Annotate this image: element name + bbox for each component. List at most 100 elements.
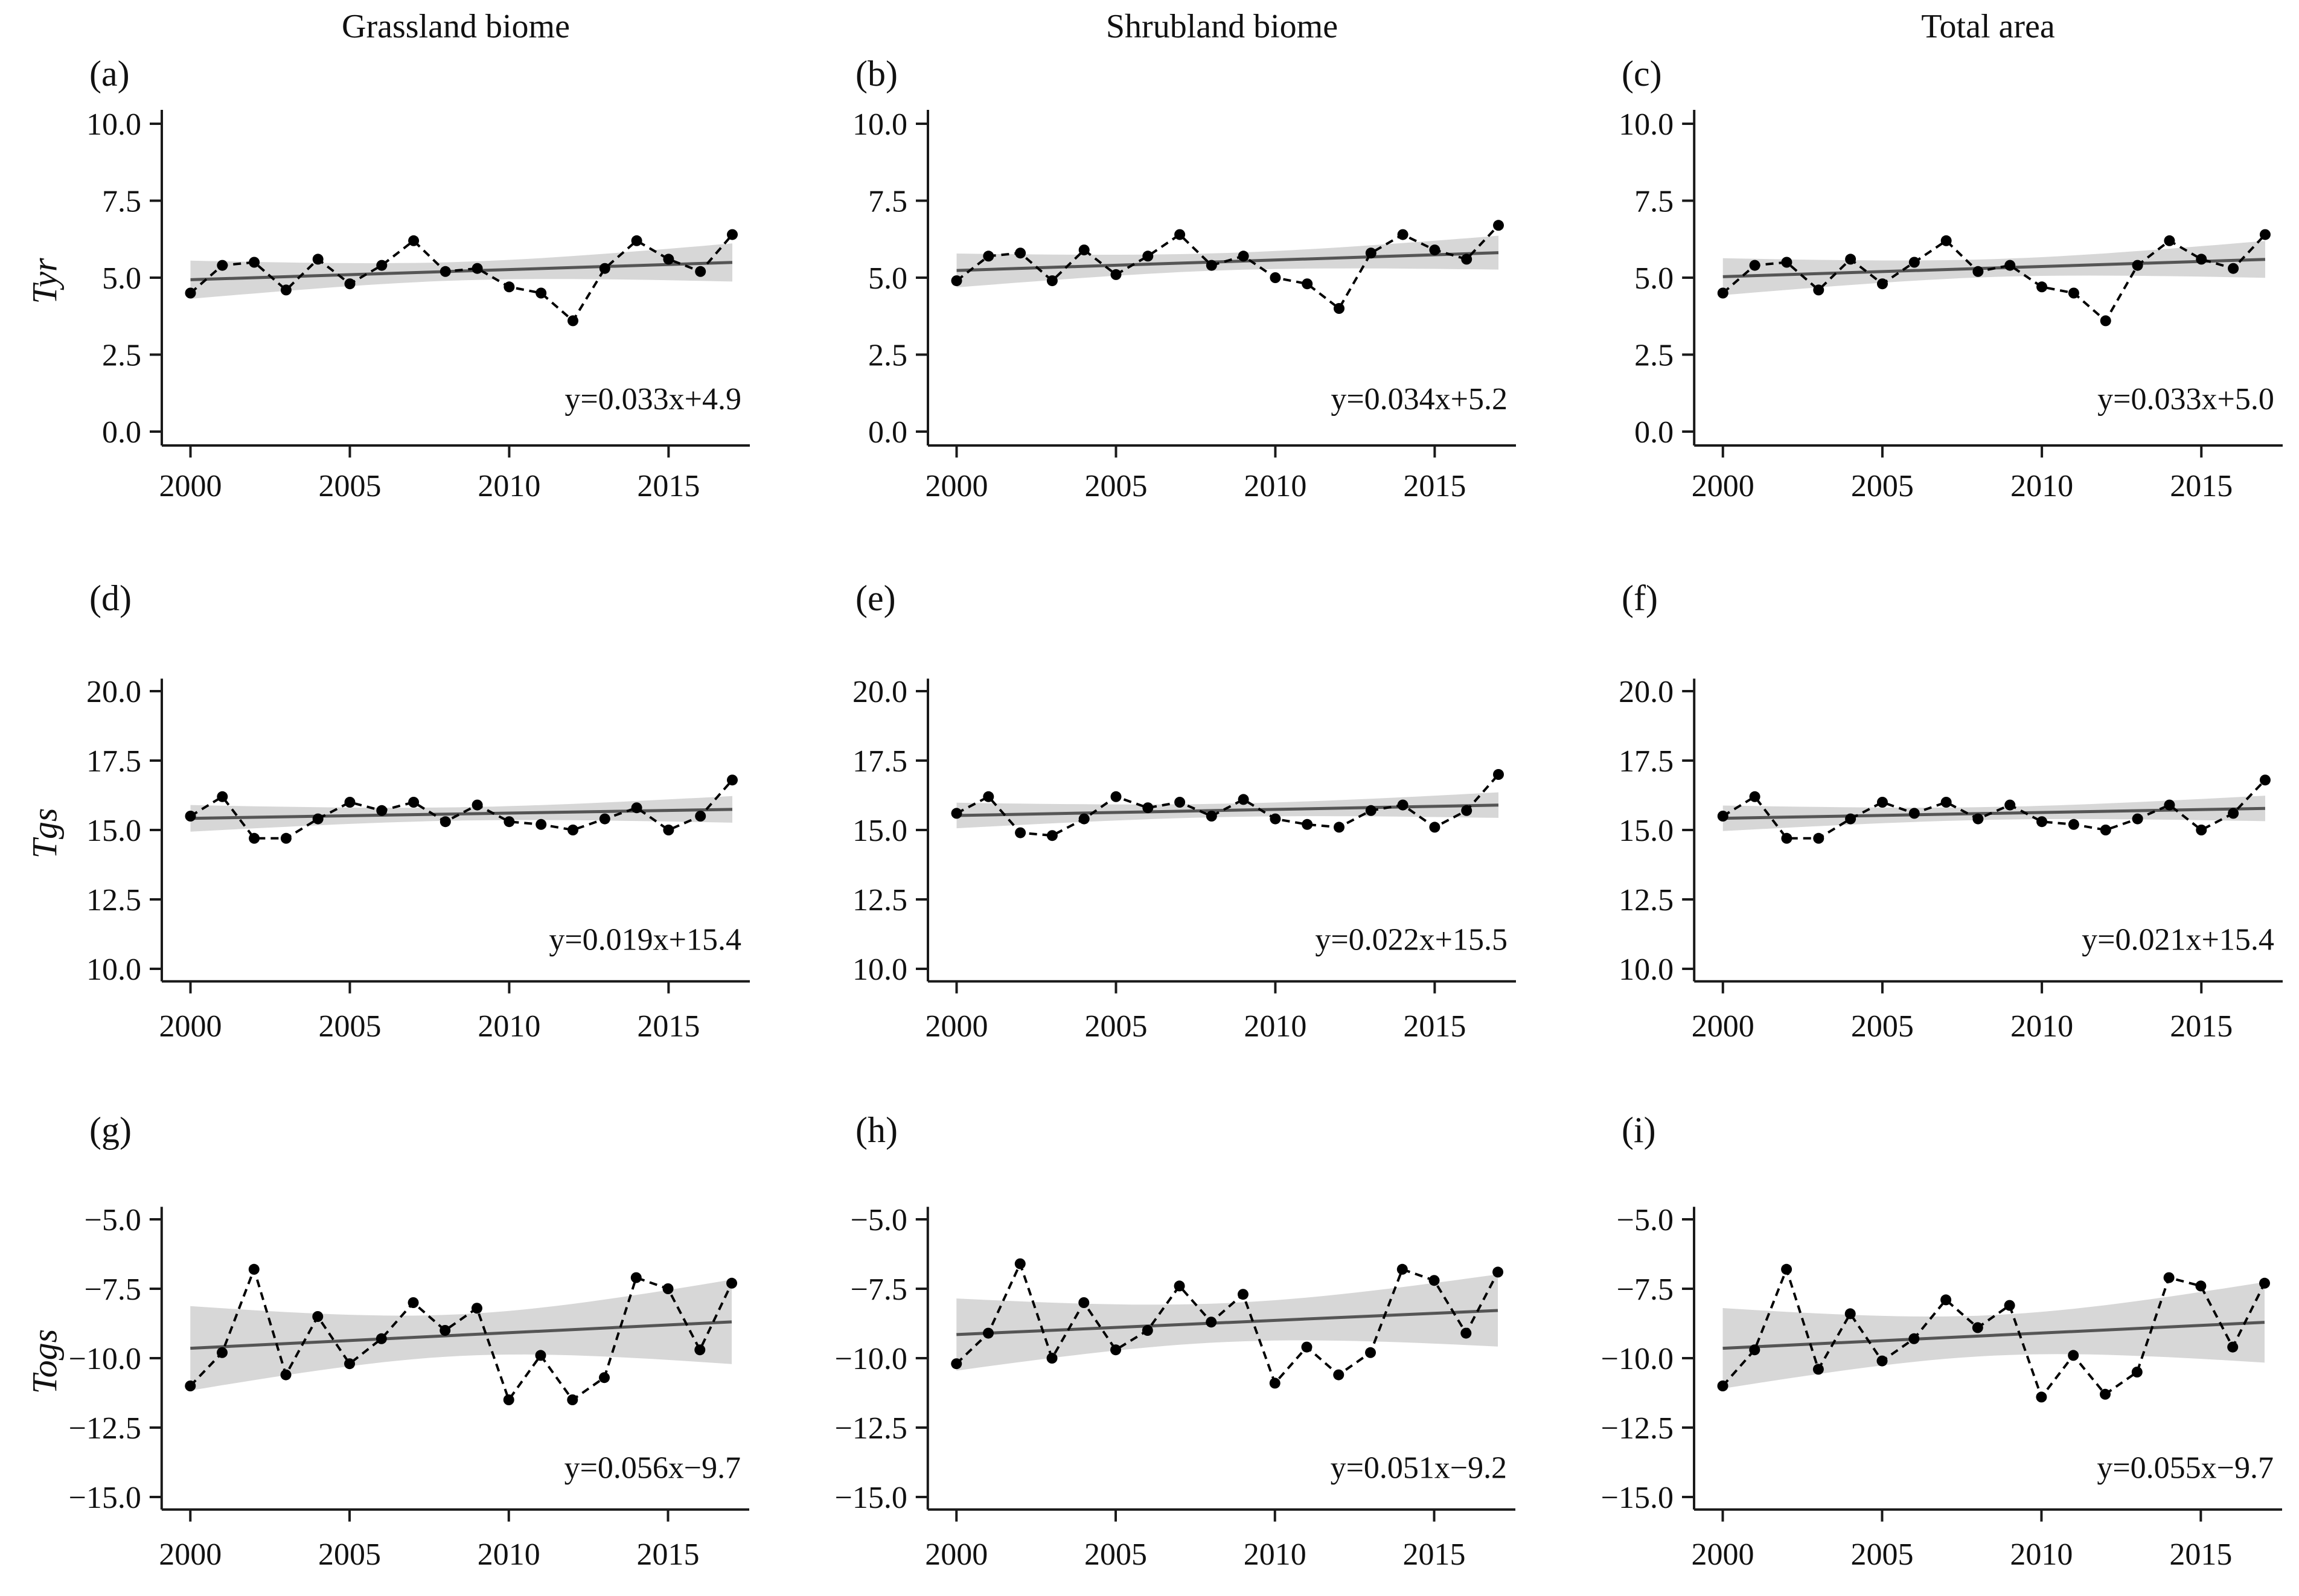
data-points: [185, 229, 738, 327]
y-tick-label: 10.0: [86, 107, 141, 142]
regression-equation: y=0.019x+15.4: [549, 923, 741, 957]
x-tick-label: 2000: [925, 1537, 988, 1572]
y-tick-label: −15.0: [1601, 1481, 1674, 1515]
trend-line: [956, 803, 1499, 817]
plot-togs-total: −5.0 −7.5 −10.0 −12.5 −15.0 2000 2005 2010 2015 y…: [1601, 1203, 2282, 1572]
axes: −5.0 −7.5 −10.0 −12.5 −15.0 2000 2005 2010 2015: [835, 1203, 1516, 1572]
y-tick-label: −15.0: [835, 1481, 907, 1515]
x-tick-label: 2010: [1244, 469, 1306, 503]
x-tick-label: 2015: [1403, 1009, 1466, 1044]
plot-tyr-total: 10.0 7.5 5.0 2.5 0.0 2000 2005 2010 2015 y=0.033x…: [1619, 107, 2283, 503]
y-tick-label: 15.0: [1619, 814, 1674, 848]
panel-letter-g: (g): [89, 1110, 132, 1150]
y-tick-label: 2.5: [868, 339, 907, 373]
axes: −5.0 −7.5 −10.0 −12.5 −15.0 2000 2005 2010 2015: [69, 1203, 750, 1572]
regression-equation: y=0.055x−9.7: [2097, 1451, 2274, 1486]
x-tick-label: 2015: [1403, 1537, 1466, 1572]
y-tick-label: 12.5: [852, 883, 907, 918]
x-tick-label: 2000: [1692, 469, 1754, 503]
data-series-line: [1722, 779, 2266, 840]
y-tick-label: 5.0: [1634, 261, 1674, 296]
y-tick-label: 7.5: [868, 185, 907, 219]
y-tick-label: 17.5: [1619, 744, 1674, 779]
y-tick-label: 12.5: [86, 883, 141, 918]
y-tick-label: 12.5: [1619, 883, 1674, 918]
panel-letter-i: (i): [1622, 1110, 1656, 1150]
axes: 10.0 7.5 5.0 2.5 0.0 2000 2005 2010 2015: [86, 107, 750, 503]
plot-tgs-shrubland: 20.0 17.5 15.0 12.5 10.0 2000 2005 2010 2015 y=0.…: [852, 675, 1516, 1044]
panel-letter-f: (f): [1622, 578, 1658, 618]
y-tick-label: 2.5: [102, 339, 141, 373]
axes: 20.0 17.5 15.0 12.5 10.0 2000 2005 2010 2015: [86, 675, 750, 1044]
y-tick-label: −15.0: [69, 1481, 141, 1515]
column-title-grassland: Grassland biome: [342, 8, 570, 45]
data-points: [185, 1263, 738, 1405]
x-tick-label: 2000: [159, 1009, 222, 1044]
y-tick-label: −12.5: [835, 1411, 907, 1446]
x-tick-label: 2005: [1851, 469, 1914, 503]
panel-i-togs-total: (i) −5.0 −7.5 −10.0 −12.5 −15.0 2000 2005 2010 2…: [1532, 1080, 2299, 1596]
x-tick-label: 2000: [1692, 1009, 1754, 1044]
panel-letter-a: (a): [89, 54, 130, 94]
y-tick-label: 20.0: [852, 675, 907, 709]
trend-line: [956, 1309, 1498, 1336]
y-tick-label: −5.0: [85, 1203, 141, 1237]
y-tick-label: 17.5: [86, 744, 141, 779]
panel-h-togs-shrubland: (h) −5.0 −7.5 −10.0 −12.5 −15.0 2000 2005 2010 2…: [766, 1080, 1532, 1596]
x-tick-label: 2000: [159, 469, 222, 503]
x-tick-label: 2000: [926, 469, 988, 503]
y-tick-label: 10.0: [86, 953, 141, 987]
data-points: [1717, 774, 2271, 844]
data-series-line: [1722, 234, 2266, 323]
x-tick-label: 2015: [1403, 469, 1466, 503]
panel-letter-d: (d): [89, 578, 132, 618]
trend-line: [1722, 1321, 2265, 1350]
y-tick-label: −10.0: [69, 1342, 141, 1376]
plot-togs-shrubland: −5.0 −7.5 −10.0 −12.5 −15.0 2000 2005 2010 2015 y…: [835, 1203, 1516, 1572]
y-tick-label: 7.5: [102, 185, 141, 219]
data-points: [951, 220, 1504, 314]
y-tick-label: 10.0: [852, 107, 907, 142]
x-tick-label: 2005: [318, 1537, 381, 1572]
column-title-total-area: Total area: [1921, 8, 2055, 45]
plot-tyr-shrubland: 10.0 7.5 5.0 2.5 0.0 2000 2005 2010 2015 y=0.034x…: [852, 107, 1516, 503]
data-series-line: [190, 234, 734, 323]
regression-equation: y=0.021x+15.4: [2082, 923, 2274, 957]
data-points: [951, 769, 1504, 841]
y-tick-label: 0.0: [102, 415, 141, 450]
x-tick-label: 2015: [2169, 1537, 2232, 1572]
x-tick-label: 2015: [637, 1009, 700, 1044]
x-tick-label: 2010: [2010, 469, 2073, 503]
y-tick-label: 20.0: [86, 675, 141, 709]
y-tick-label: −12.5: [69, 1411, 141, 1446]
panel-e-tgs-shrubland: (e) 20.0 17.5 15.0 12.5 10.0 2000 2005 2010 2015…: [766, 546, 1532, 1080]
y-tick-label: −12.5: [1601, 1411, 1674, 1446]
data-points: [1717, 229, 2271, 327]
data-series-line: [1722, 1265, 2266, 1400]
panel-b-tyr-shrubland: Shrubland biome (b) 10.0 7.5 5.0 2.5 0.0 2000…: [766, 0, 1532, 546]
x-tick-label: 2005: [318, 469, 381, 503]
x-tick-label: 2000: [159, 1537, 222, 1572]
y-tick-label: −7.5: [1617, 1272, 1674, 1307]
data-series-line: [190, 779, 734, 840]
y-tick-label: 0.0: [868, 415, 907, 450]
y-tick-label: −5.0: [1617, 1203, 1674, 1237]
y-tick-label: 10.0: [1619, 953, 1674, 987]
y-tick-label: 20.0: [1619, 675, 1674, 709]
column-title-shrubland: Shrubland biome: [1105, 8, 1338, 45]
y-tick-label: 5.0: [102, 261, 141, 296]
regression-equation: y=0.033x+5.0: [2097, 382, 2274, 417]
data-series-line: [189, 1265, 733, 1403]
x-tick-label: 2005: [1851, 1009, 1914, 1044]
x-tick-label: 2015: [2170, 1009, 2233, 1044]
data-points: [185, 774, 738, 844]
panel-letter-h: (h): [855, 1110, 898, 1150]
y-tick-label: −10.0: [1601, 1342, 1674, 1376]
regression-equation: y=0.022x+15.5: [1315, 923, 1508, 957]
plot-togs-grassland: −5.0 −7.5 −10.0 −12.5 −15.0 2000 2005 2010 2015 y…: [69, 1203, 750, 1572]
regression-equation: y=0.034x+5.2: [1331, 382, 1508, 417]
y-tick-label: 10.0: [1619, 107, 1674, 142]
x-tick-label: 2005: [1084, 1537, 1147, 1572]
x-tick-label: 2010: [478, 469, 540, 503]
y-tick-label: 17.5: [852, 744, 907, 779]
